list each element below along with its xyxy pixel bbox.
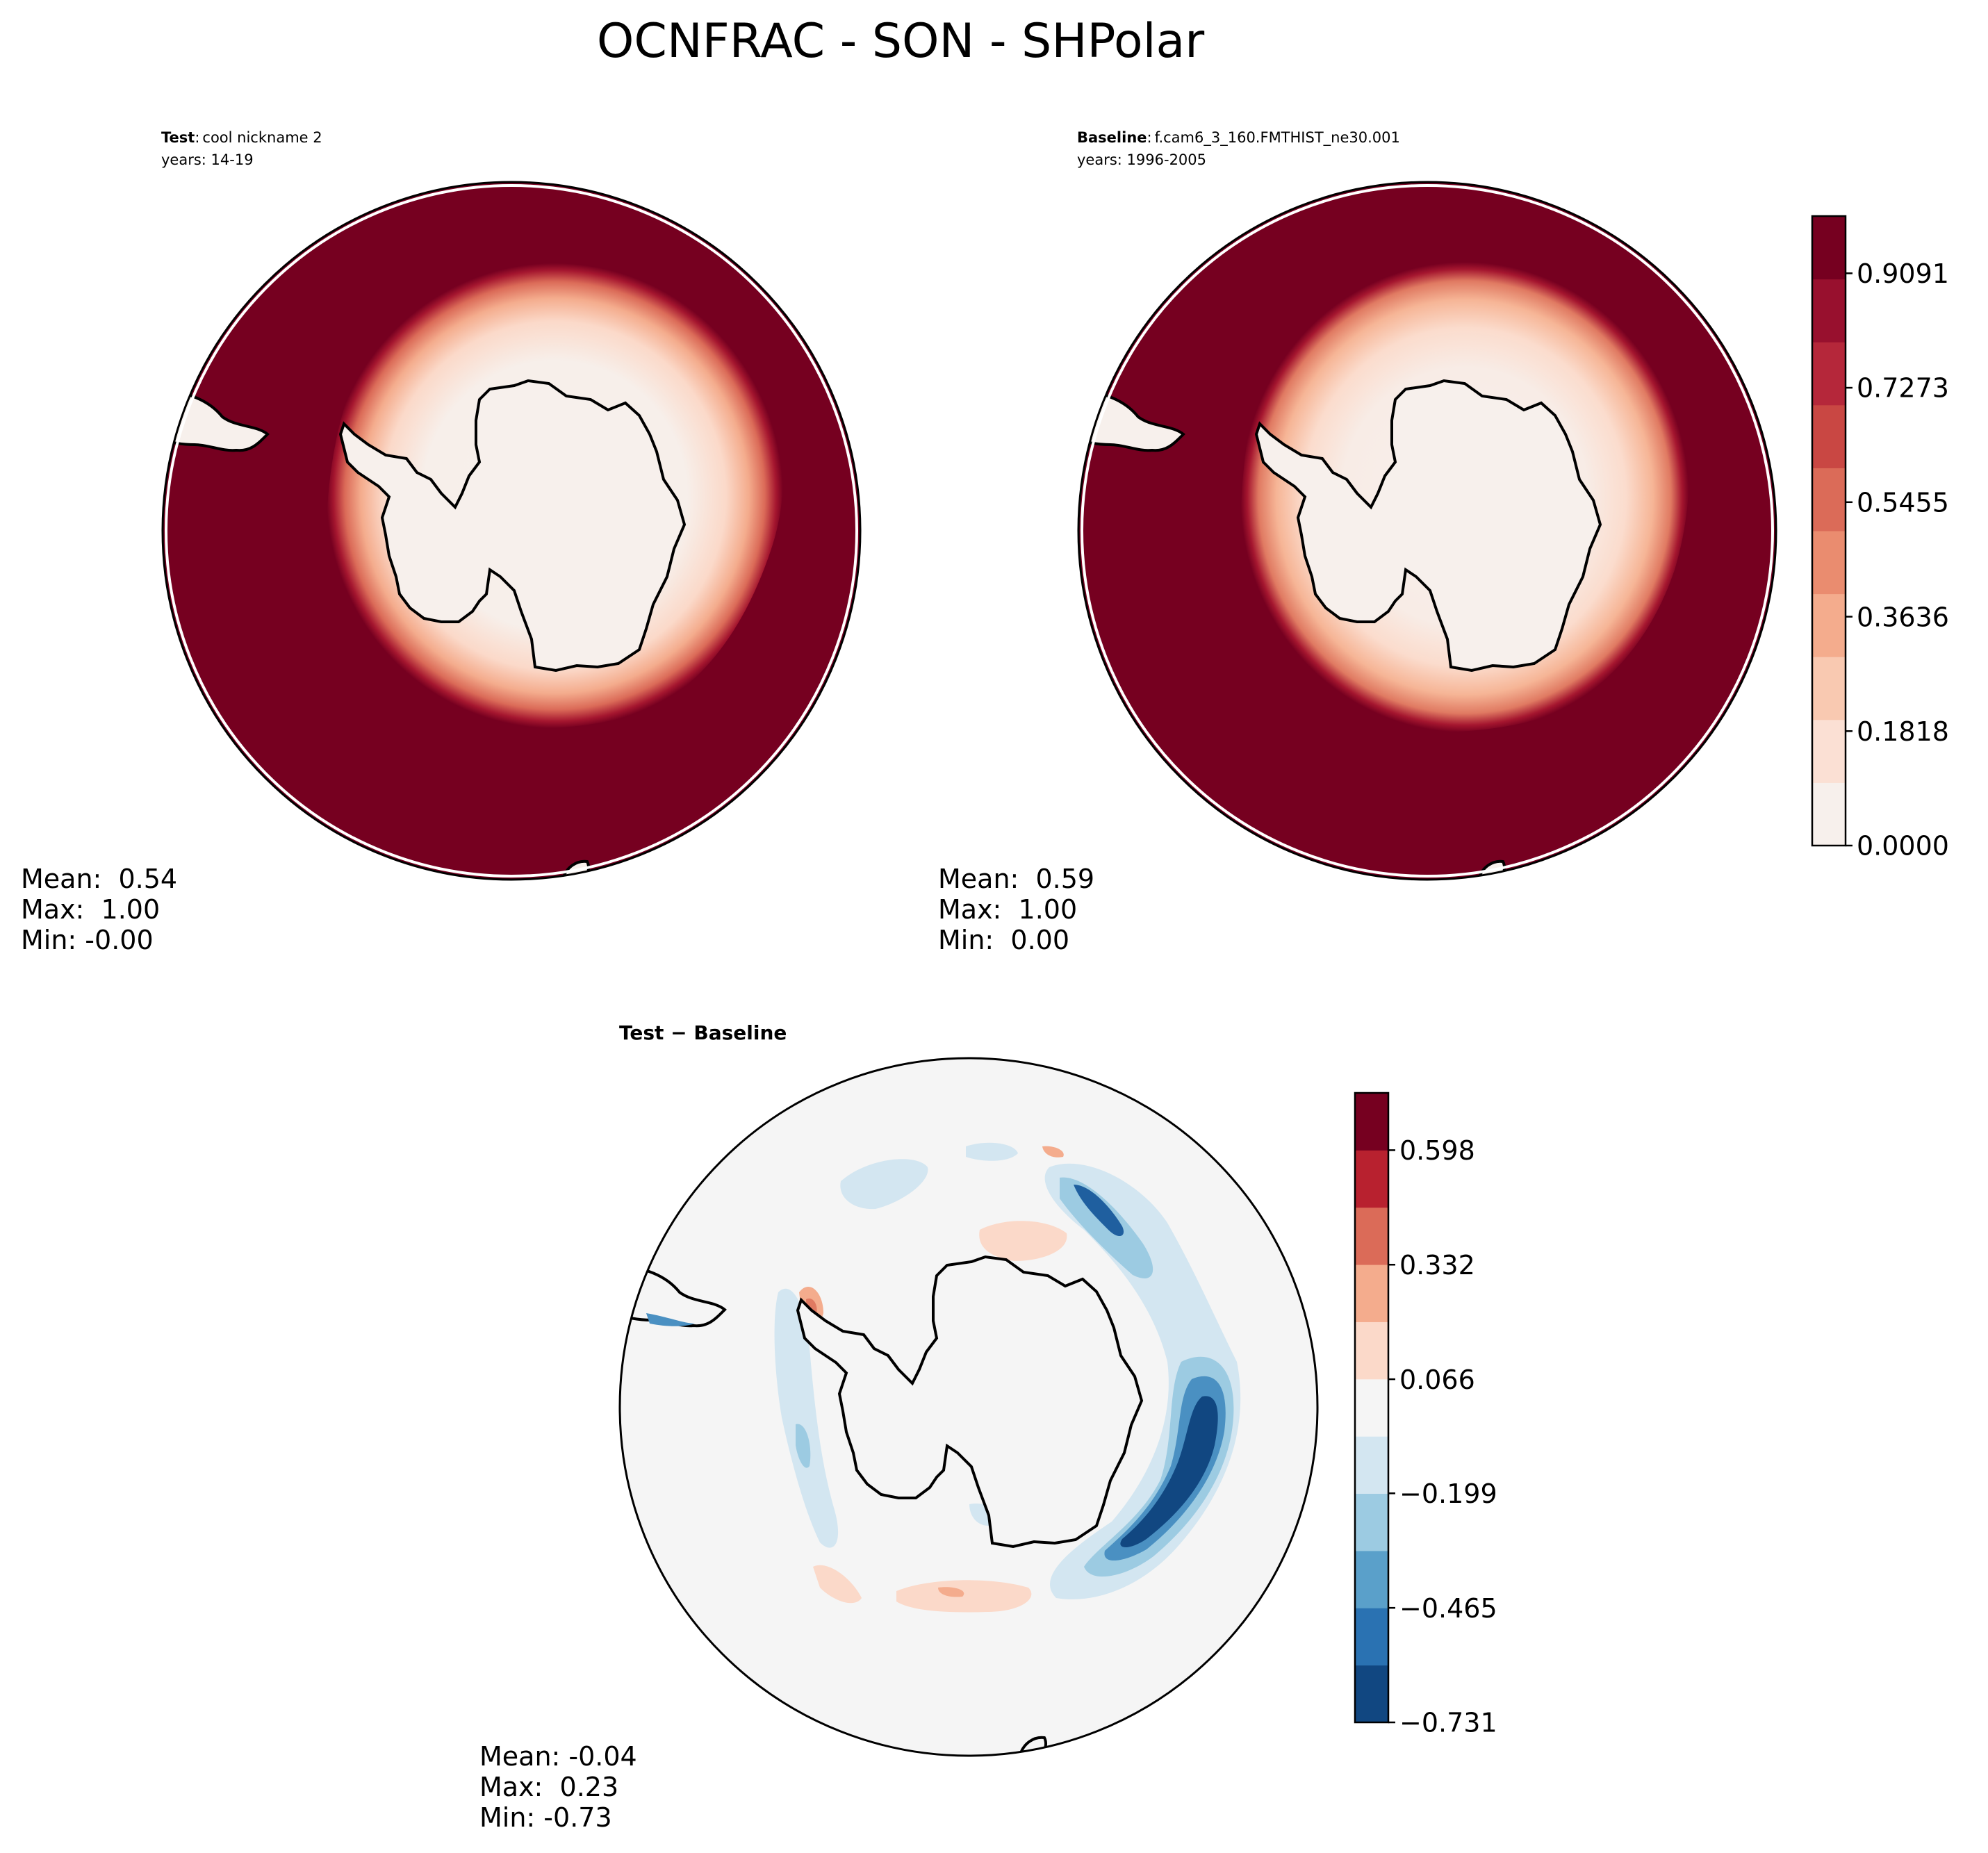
colorbar-diff-level-10 (1355, 1093, 1388, 1151)
baseline-min: Min: 0.00 (938, 925, 1069, 955)
svg-text:Test:cool nickname 2: Test: cool nickname 2 (161, 129, 322, 146)
difference-neg-east-deep (1120, 1396, 1218, 1548)
colorbar-diff-tick-label: 0.066 (1399, 1365, 1475, 1395)
colorbar-diff-level-5 (1355, 1378, 1388, 1437)
colorbar-diff-tick-label: −0.199 (1399, 1479, 1497, 1509)
colorbar-diff-level-2 (1355, 1550, 1388, 1608)
colorbar-diff-level-6 (1355, 1321, 1388, 1380)
colorbar-diff-level-1 (1355, 1608, 1388, 1666)
difference-min: Min: -0.73 (479, 1802, 612, 1833)
colorbar-diff-level-0 (1355, 1665, 1388, 1723)
test-label-sep: : (195, 129, 199, 146)
baseline-max: Max: 1.00 (938, 894, 1077, 925)
svg-text:Baseline:f.cam6_3_160.FMTHIST_: Baseline: f.cam6_3_160.FMTHIST_ne30.001 (1077, 129, 1400, 147)
difference-pos-south-band (896, 1580, 1032, 1613)
colorbar-main-tick-label: 0.1818 (1857, 716, 1949, 747)
colorbar-diff-frame (1354, 1092, 1390, 1724)
baseline-label-sep: : (1147, 129, 1152, 146)
colorbar-main-level-2 (1812, 657, 1846, 720)
difference-neg-northeast-band (1060, 1177, 1153, 1278)
baseline-antarctica-coastline (1254, 379, 1602, 673)
difference-south-america-shelf (646, 1313, 695, 1326)
colorbar-main-level-7 (1812, 342, 1846, 406)
colorbar-main-level-8 (1812, 279, 1846, 343)
difference-neg-north-patch (840, 1159, 928, 1210)
colorbar-main-level-9 (1812, 216, 1846, 280)
difference-mean: Mean: -0.04 (479, 1741, 637, 1772)
colorbar-main-tick-label: 0.0000 (1857, 831, 1949, 862)
panel-test: Test: cool nickname 2 years: 14-19 (161, 129, 862, 881)
colorbar-diff-tick-label: 0.332 (1399, 1250, 1475, 1280)
test-map-boundary (161, 181, 862, 881)
baseline-years: years: 1996-2005 (1077, 151, 1206, 168)
colorbar-main-tick-label: 0.5455 (1857, 487, 1949, 518)
colorbar-main-tick-label: 0.3636 (1857, 602, 1949, 632)
panel-difference: Test − Baseline (618, 1021, 1319, 1757)
baseline-stats: Mean: 0.59 Max: 1.00 Min: 0.00 (938, 864, 1094, 955)
colorbar-diff-level-9 (1355, 1150, 1388, 1208)
test-max: Max: 1.00 (21, 894, 160, 925)
colorbar-diff-tick-label: −0.731 (1399, 1708, 1497, 1738)
difference-neg-top-patch (966, 1142, 1018, 1161)
baseline-map-boundary (1077, 181, 1777, 881)
colorbar-main-level-6 (1812, 404, 1846, 468)
baseline-label-bold: Baseline (1077, 129, 1147, 146)
colorbar-diff-level-7 (1355, 1265, 1388, 1322)
colorbar-diff-level-3 (1355, 1493, 1388, 1551)
colorbar-main-level-3 (1812, 593, 1846, 657)
colorbar-main-level-1 (1812, 719, 1846, 783)
difference-pos-south-mark (938, 1587, 964, 1597)
difference-pos-southwest-patch (813, 1565, 862, 1604)
test-antarctica-coastline (338, 379, 687, 673)
difference-neg-west-band (774, 1288, 839, 1548)
difference-max: Max: 0.23 (479, 1772, 618, 1802)
test-years: years: 14-19 (161, 151, 254, 168)
difference-antarctica-coastline (796, 1255, 1144, 1549)
colorbar-diff-tick-label: −0.465 (1399, 1593, 1497, 1624)
test-mean: Mean: 0.54 (21, 864, 177, 894)
test-min: Min: -0.00 (21, 925, 154, 955)
difference-pos-top-mark (1042, 1146, 1064, 1158)
colorbar-diff-level-8 (1355, 1207, 1388, 1265)
difference-neg-northeast-deep (1074, 1185, 1124, 1237)
colorbar-main: 0.0000 0.1818 0.3636 0.5455 0.7273 0.9091 (1811, 215, 1949, 862)
test-label-bold: Test (161, 129, 195, 146)
colorbar-diff-tick-label: 0.598 (1399, 1135, 1475, 1166)
colorbar-diff-level-4 (1355, 1436, 1388, 1494)
difference-pos-north-patch (979, 1221, 1067, 1261)
difference-stats: Mean: -0.04 Max: 0.23 Min: -0.73 (479, 1741, 637, 1833)
difference-label: Test − Baseline (619, 1021, 787, 1044)
colorbar-main-level-4 (1812, 531, 1846, 595)
difference-map-boundary (618, 1057, 1319, 1757)
colorbar-main-tick-label: 0.7273 (1857, 373, 1949, 404)
colorbar-main-tick-label: 0.9091 (1857, 258, 1949, 289)
baseline-label-name: f.cam6_3_160.FMTHIST_ne30.001 (1155, 129, 1400, 147)
test-label-name: cool nickname 2 (202, 129, 322, 146)
colorbar-main-level-5 (1812, 468, 1846, 532)
panel-baseline: Baseline: f.cam6_3_160.FMTHIST_ne30.001 y… (1077, 129, 1777, 881)
colorbar-main-frame (1811, 215, 1847, 847)
difference-neg-west-spot (796, 1424, 811, 1468)
test-stats: Mean: 0.54 Max: 1.00 Min: -0.00 (21, 864, 177, 955)
figure-title: OCNFRAC - SON - SHPolar (597, 14, 1204, 69)
colorbar-main-level-0 (1812, 782, 1846, 846)
colorbar-diff: 0.598 0.332 0.066 −0.199 −0.465 −0.731 (1354, 1092, 1497, 1738)
baseline-mean: Mean: 0.59 (938, 864, 1094, 894)
